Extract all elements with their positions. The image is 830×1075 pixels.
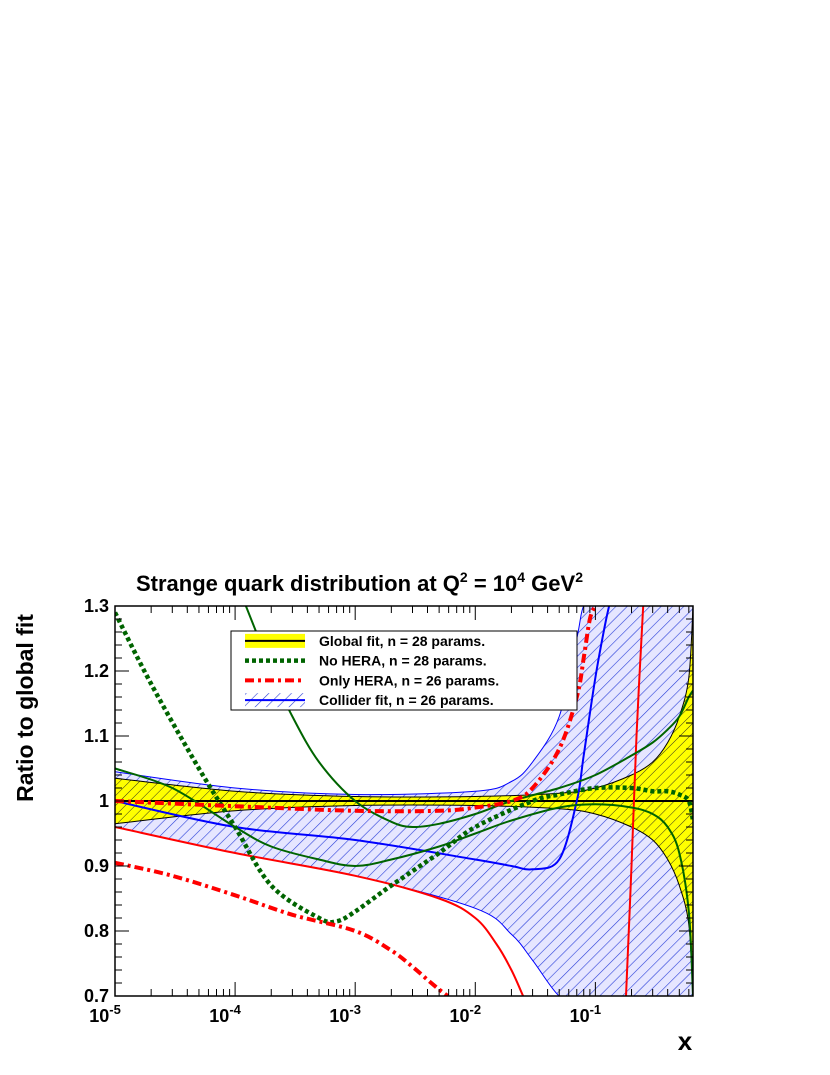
global-band-lower-edge bbox=[115, 804, 693, 996]
legend-label: No HERA, n = 28 params. bbox=[319, 653, 487, 669]
collider-band-upper-edge bbox=[115, 606, 693, 796]
x-tick-label: 10-4 bbox=[209, 1002, 241, 1026]
y-tick-label: 1 bbox=[99, 791, 109, 811]
y-tick-label: 0.8 bbox=[84, 921, 109, 941]
x-tick-label: 10-2 bbox=[449, 1002, 481, 1026]
y-axis-label: Ratio to global fit bbox=[12, 614, 38, 802]
y-tick-label: 1.2 bbox=[84, 661, 109, 681]
chart-title: Strange quark distribution at Q2 = 104 G… bbox=[136, 569, 583, 596]
legend-label: Global fit, n = 28 params. bbox=[319, 633, 485, 649]
x-tick-label: 10-5 bbox=[89, 1002, 121, 1026]
nohera-lower-line bbox=[115, 767, 693, 996]
vertical-red-line bbox=[625, 606, 645, 996]
legend-label: Only HERA, n = 26 params. bbox=[319, 672, 499, 688]
y-tick-label: 1.1 bbox=[84, 726, 109, 746]
legend-label: Collider fit, n = 26 params. bbox=[319, 692, 494, 708]
nohera-central-line bbox=[115, 611, 693, 925]
y-tick-label: 0.9 bbox=[84, 856, 109, 876]
nohera-upper-line bbox=[244, 606, 693, 829]
x-axis-label: x bbox=[678, 1026, 693, 1056]
x-tick-label: 10-3 bbox=[329, 1002, 361, 1026]
onlyhera-central-line bbox=[115, 606, 598, 814]
onlyhera-lower-line bbox=[115, 860, 449, 996]
y-tick-label: 1.3 bbox=[84, 596, 109, 616]
collider-red-edge-line bbox=[115, 826, 525, 996]
axes: 0.7 0.8 0.9 1 1.1 1.2 1.3 10-5 10-4 10-3 10-2 10-1 bbox=[84, 596, 694, 1026]
x-tick-label: 10-1 bbox=[570, 1002, 602, 1026]
collider-fit-line bbox=[115, 606, 611, 871]
plot-area bbox=[115, 606, 693, 996]
legend: Global fit, n = 28 params. No HERA, n = 2… bbox=[230, 630, 578, 711]
y-tick-label: 0.7 bbox=[84, 986, 109, 1006]
